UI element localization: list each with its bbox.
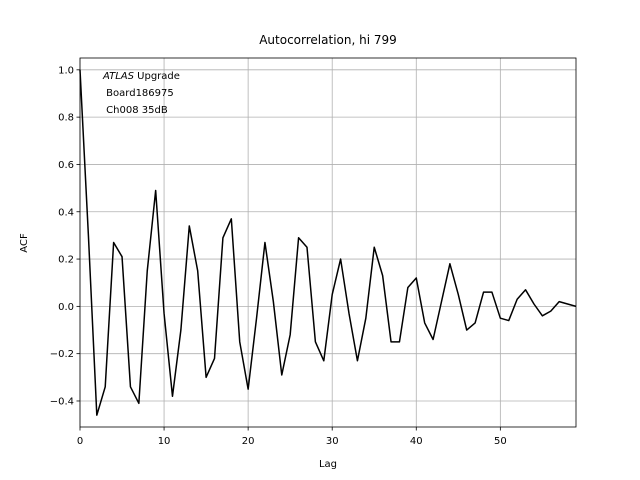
y-tick-label: 0.2 — [58, 255, 74, 266]
x-tick-label: 30 — [326, 436, 339, 447]
y-tick-label: 0.4 — [58, 207, 74, 218]
x-tick-label: 0 — [77, 436, 83, 447]
y-tick-label: 0.6 — [58, 160, 74, 171]
x-tick-label: 40 — [410, 436, 423, 447]
x-axis-label: Lag — [319, 459, 337, 470]
annotation-text: ATLAS — [102, 71, 135, 82]
annotation: ATLAS Upgrade Board186975 Ch008 35dB — [102, 71, 180, 116]
grid — [79, 58, 576, 427]
chart-title: Autocorrelation, hi 799 — [259, 33, 397, 47]
x-tick-label: 20 — [242, 436, 255, 447]
x-tick-label: 50 — [494, 436, 507, 447]
annotation-text: Upgrade — [134, 71, 180, 82]
plot — [79, 69, 577, 416]
x-tick-label: 10 — [158, 436, 171, 447]
y-axis-label: ACF — [19, 233, 30, 253]
axes-frame — [79, 57, 577, 428]
y-tick-label: 1.0 — [58, 65, 74, 76]
annotation-text: Board186975 — [103, 88, 174, 99]
y-tick-label: −0.4 — [50, 396, 74, 407]
y-tick-label: −0.2 — [50, 349, 74, 360]
y-tick-label: 0.8 — [58, 113, 74, 124]
annotation-text: Ch008 35dB — [103, 105, 168, 116]
y-tick-label: 0.0 — [58, 302, 74, 313]
line — [79, 69, 577, 416]
